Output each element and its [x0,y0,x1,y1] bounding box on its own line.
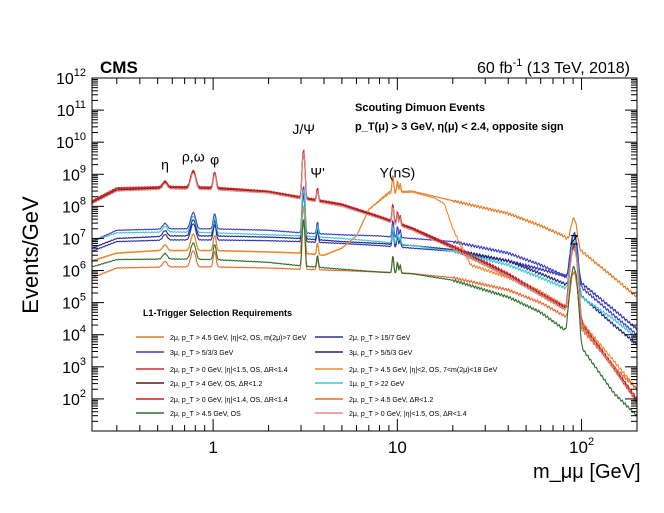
y-tick-exponent: 4 [80,324,86,336]
series-line-10 [92,222,637,391]
lumi-exponent: -1 [513,57,523,69]
lumi-prefix: 60 fb [477,60,513,77]
y-tick-exponent: 2 [80,388,86,400]
y-tick-exponent: 5 [80,292,86,304]
y-tick-base: 10 [62,328,80,345]
legend-entry-label: 3μ, p_T > 5/3/3 GeV [170,350,234,357]
peak-labels: η ρ,ω φ J/Ψ Ψ' Υ(nS) Z [161,121,579,247]
y-tick-base: 10 [62,360,80,377]
y-tick-label: 105 [62,292,86,313]
y-tick-label: 109 [62,163,86,184]
legend-entry-label: 3μ, p_T > 5/5/3 GeV [349,350,413,357]
y-tick-label: 1012 [56,67,86,88]
y-tick-exponent: 8 [80,195,86,207]
x-tick-base: 10 [569,438,588,457]
legend-entry-label: 2μ, p_T > 4.5 GeV, |η|<2, OS, m(2μ)>7 Ge… [170,335,307,342]
y-tick-exponent: 6 [80,260,86,272]
series-line-4 [92,191,637,346]
y-tick-label: 104 [62,324,86,345]
series-line-7 [92,150,637,402]
series-line-8 [92,189,637,340]
peak-label: J/Ψ [292,121,315,137]
y-tick-exponent: 7 [80,227,86,239]
y-axis-title: Events/GeV [18,196,43,314]
x-tick-base: 1 [208,438,217,457]
x-tick-label: 1 [208,438,217,457]
legend-entry-label: 2μ, p_T > 4.5 GeV, ΔR<1.2 [349,397,433,404]
peak-label: φ [210,152,219,168]
legend-entry-label: 2μ, p_T > 4.5 GeV, |η|<2, OS, 7<m(2μ)<18… [349,367,498,374]
peak-label: Υ(nS) [379,164,415,180]
y-tick-base: 10 [62,296,80,313]
info-line-1: Scouting Dimuon Events [355,102,485,114]
y-tick-exponent: 3 [80,356,86,368]
y-tick-base: 10 [56,135,74,152]
legend-title: L1-Trigger Selection Requirements [143,308,292,318]
x-axis-title: m_μμ [GeV] [533,461,641,483]
legend-entry-label: 2μ, p_T > 4 GeV, OS, ΔR<1.2 [170,381,262,388]
y-tick-base: 10 [62,231,80,248]
peak-label: Z [570,231,579,247]
series-layer [92,148,637,417]
info-line-2: p_T(μ) > 3 GeV, η(μ) < 2.4, opposite sig… [355,121,564,133]
series-line-6 [92,176,637,391]
series-line-11 [92,219,637,417]
series-line-12 [92,152,637,404]
plot-frame [91,77,638,432]
legend: L1-Trigger Selection Requirements 2μ, p_T… [136,308,498,418]
x-tick-label: 102 [569,436,594,457]
legend-entry-label: 2μ, p_T > 0 GeV, |η|<1.4, OS, ΔR<1.4 [170,397,288,404]
peak-label: ρ,ω [182,149,205,165]
peak-label: Ψ' [310,164,324,180]
x-tick-base: 10 [388,438,407,457]
y-tick-exponent: 12 [74,67,86,79]
peak-label: η [161,157,169,173]
y-tick-label: 102 [62,388,86,409]
y-tick-exponent: 10 [74,131,86,143]
legend-entry-label: 2μ, p_T > 4.5 GeV, OS [170,411,241,418]
legend-entry-label: 2μ, p_T > 0 GeV, |η|<1.5, OS, ΔR<1.4 [349,411,467,418]
series-line-3 [92,186,637,336]
luminosity-label: 60 fb-1 (13 TeV, 2018) [477,57,630,77]
y-tick-label: 108 [62,195,86,216]
x-tick-exponent: 2 [588,436,594,448]
y-tick-label: 107 [62,227,86,248]
y-tick-base: 10 [62,264,80,281]
y-tick-base: 10 [62,392,80,409]
y-tick-label: 1010 [56,131,86,152]
y-tick-base: 10 [56,71,74,88]
legend-entry-label: 2μ, p_T > 0 GeV, |η|<1.5, OS, ΔR<1.4 [170,367,288,374]
y-tick-base: 10 [57,103,75,120]
y-tick-exponent: 9 [80,163,86,175]
lumi-suffix: (13 TeV, 2018) [522,60,630,77]
legend-entry-label: 1μ, p_T > 22 GeV [349,381,405,388]
y-tick-label: 1011 [57,99,86,120]
y-tick-label: 106 [62,260,86,281]
x-tick-label: 10 [388,438,407,457]
y-tick-label: 103 [62,356,86,377]
legend-entry-label: 2μ, p_T > 15/7 GeV [349,335,411,342]
y-tick-base: 10 [62,167,80,184]
y-tick-exponent: 11 [75,99,86,111]
series-line-2 [92,194,637,331]
y-tick-base: 10 [62,199,80,216]
experiment-label: CMS [100,58,138,77]
